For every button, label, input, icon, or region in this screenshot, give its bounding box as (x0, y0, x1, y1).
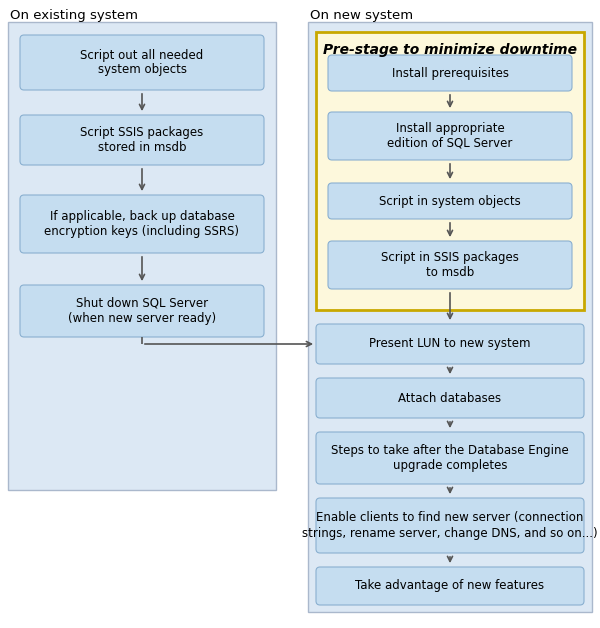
Bar (316, 32, 584, 310)
FancyBboxPatch shape (316, 567, 584, 605)
Bar (8, 22, 276, 490)
Text: Pre-stage to minimize downtime: Pre-stage to minimize downtime (323, 43, 577, 57)
FancyBboxPatch shape (316, 324, 584, 364)
Text: On new system: On new system (310, 9, 413, 23)
FancyBboxPatch shape (20, 115, 264, 165)
Text: Take advantage of new features: Take advantage of new features (355, 580, 545, 592)
FancyBboxPatch shape (328, 183, 572, 219)
FancyBboxPatch shape (316, 378, 584, 418)
FancyBboxPatch shape (328, 55, 572, 91)
Text: Install prerequisites: Install prerequisites (392, 67, 509, 80)
Text: Script in SSIS packages
to msdb: Script in SSIS packages to msdb (381, 251, 519, 279)
Text: Install appropriate
edition of SQL Server: Install appropriate edition of SQL Serve… (388, 122, 512, 150)
Text: Present LUN to new system: Present LUN to new system (369, 337, 531, 350)
Bar (308, 22, 592, 612)
FancyBboxPatch shape (316, 432, 584, 484)
FancyBboxPatch shape (328, 112, 572, 160)
FancyBboxPatch shape (20, 285, 264, 337)
Text: Attach databases: Attach databases (398, 391, 502, 404)
Text: On existing system: On existing system (10, 9, 138, 23)
Text: If applicable, back up database
encryption keys (including SSRS): If applicable, back up database encrypti… (44, 210, 239, 238)
Text: Script SSIS packages
stored in msdb: Script SSIS packages stored in msdb (80, 126, 203, 154)
FancyBboxPatch shape (20, 35, 264, 90)
FancyBboxPatch shape (316, 498, 584, 553)
FancyBboxPatch shape (20, 195, 264, 253)
FancyBboxPatch shape (328, 241, 572, 289)
Text: Script in system objects: Script in system objects (379, 195, 521, 207)
Text: Enable clients to find new server (connection
strings, rename server, change DNS: Enable clients to find new server (conne… (302, 511, 598, 539)
Text: Script out all needed
system objects: Script out all needed system objects (80, 48, 203, 77)
Text: Steps to take after the Database Engine
upgrade completes: Steps to take after the Database Engine … (331, 444, 569, 472)
Text: Shut down SQL Server
(when new server ready): Shut down SQL Server (when new server re… (68, 297, 216, 325)
